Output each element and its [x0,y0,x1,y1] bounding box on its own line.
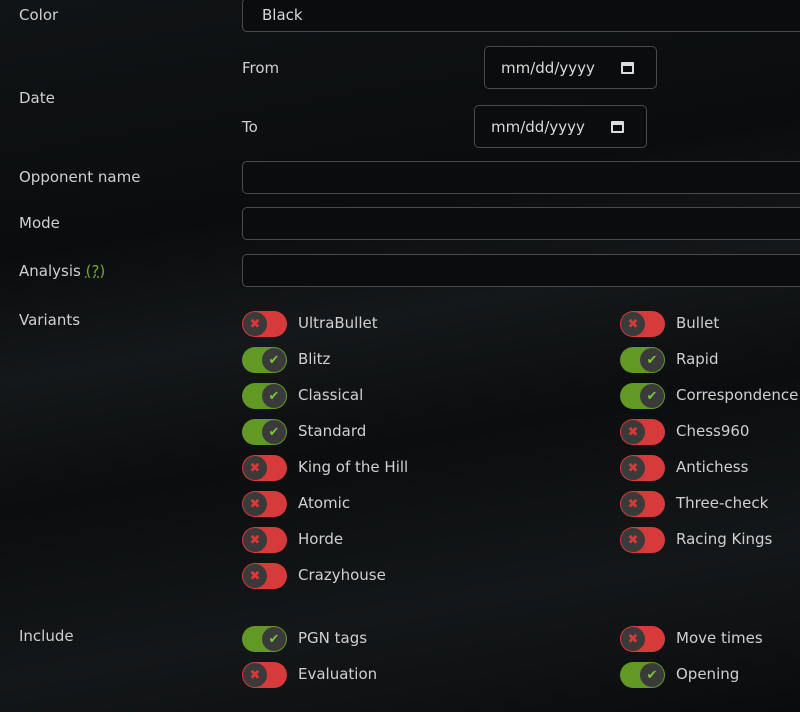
x-icon: ✖ [621,456,645,480]
toggle-blitz[interactable]: ✔ [242,347,287,373]
toggle-atomic[interactable]: ✖ [242,491,287,517]
date-to-label: To [242,118,258,136]
x-icon: ✖ [243,456,267,480]
toggle-racing-kings[interactable]: ✖ [620,527,665,553]
x-icon: ✖ [243,528,267,552]
check-icon: ✔ [640,384,664,408]
toggle-opening[interactable]: ✔ [620,662,665,688]
date-label: Date [19,89,55,107]
toggle-three-check[interactable]: ✖ [620,491,665,517]
x-icon: ✖ [243,492,267,516]
mode-label: Mode [19,214,60,232]
toggle-label: Horde [298,530,344,548]
toggle-king-of-the-hill[interactable]: ✖ [242,455,287,481]
analysis-help-link[interactable]: (?) [85,262,106,280]
check-icon: ✔ [262,420,286,444]
toggle-label: Correspondence [676,386,799,404]
toggle-label: Antichess [676,458,749,476]
toggle-label: Classical [298,386,364,404]
toggle-label: Move times [676,629,763,647]
date-from-placeholder: mm/dd/yyyy [501,58,595,77]
x-icon: ✖ [243,663,267,687]
toggle-evaluation[interactable]: ✖ [242,662,287,688]
toggle-label: Crazyhouse [298,566,386,584]
x-icon: ✖ [621,420,645,444]
toggle-move-times[interactable]: ✖ [620,626,665,652]
calendar-icon[interactable] [620,61,634,74]
check-icon: ✔ [262,627,286,651]
toggle-crazyhouse[interactable]: ✖ [242,563,287,589]
toggle-standard[interactable]: ✔ [242,419,287,445]
toggle-label: PGN tags [298,629,368,647]
toggle-correspondence[interactable]: ✔ [620,383,665,409]
toggle-label: Atomic [298,494,351,512]
mode-select[interactable] [242,207,800,240]
x-icon: ✖ [243,564,267,588]
toggle-label: Rapid [676,350,719,368]
date-to-placeholder: mm/dd/yyyy [491,117,585,136]
toggle-label: Chess960 [676,422,750,440]
toggle-label: UltraBullet [298,314,378,332]
check-icon: ✔ [262,348,286,372]
calendar-icon[interactable] [610,120,624,133]
color-select[interactable]: Black [242,0,800,32]
x-icon: ✖ [621,312,645,336]
include-label: Include [19,627,74,645]
toggle-antichess[interactable]: ✖ [620,455,665,481]
analysis-label-text: Analysis [19,262,81,280]
variants-label: Variants [19,311,81,329]
toggle-label: Evaluation [298,665,378,683]
toggle-label: Racing Kings [676,530,773,548]
toggle-ultrabullet[interactable]: ✖ [242,311,287,337]
analysis-select[interactable] [242,254,800,287]
x-icon: ✖ [621,492,645,516]
toggle-label: King of the Hill [298,458,409,476]
date-to-input[interactable]: mm/dd/yyyy [474,105,647,148]
color-label: Color [19,6,59,24]
date-from-input[interactable]: mm/dd/yyyy [484,46,657,89]
toggle-label: Bullet [676,314,720,332]
opponent-input[interactable] [242,161,800,194]
x-icon: ✖ [243,312,267,336]
date-from-label: From [242,59,280,77]
toggle-horde[interactable]: ✖ [242,527,287,553]
x-icon: ✖ [621,528,645,552]
toggle-label: Opening [676,665,740,683]
toggle-bullet[interactable]: ✖ [620,311,665,337]
toggle-label: Blitz [298,350,331,368]
toggle-label: Standard [298,422,367,440]
toggle-rapid[interactable]: ✔ [620,347,665,373]
color-value: Black [262,6,303,24]
toggle-label: Three-check [676,494,769,512]
check-icon: ✔ [640,348,664,372]
toggle-chess960[interactable]: ✖ [620,419,665,445]
opponent-label: Opponent name [19,168,141,186]
check-icon: ✔ [262,384,286,408]
toggle-classical[interactable]: ✔ [242,383,287,409]
toggle-pgn-tags[interactable]: ✔ [242,626,287,652]
analysis-label: Analysis (?) [19,262,105,280]
x-icon: ✖ [621,627,645,651]
check-icon: ✔ [640,663,664,687]
